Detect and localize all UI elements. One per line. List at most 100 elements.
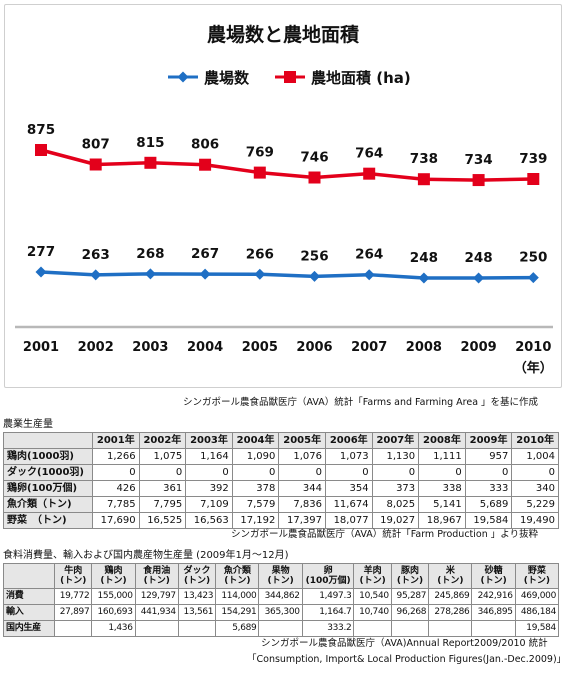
food-cell: 278,286 [428,604,473,621]
agri-cell: 11,674 [324,496,373,513]
agri-cell: 0 [371,464,420,481]
data-label-1-4: 769 [246,145,274,161]
agri-row-label: 魚介類（トン) [3,496,93,513]
data-point-0-4 [254,268,266,280]
food-cell: 245,869 [428,588,473,605]
data-label-0-0: 277 [27,244,55,260]
agri-row-label: ダック(1000羽) [3,464,93,481]
food-row: 消費 19,772 155,000 129,797 13,423 114,000 344,8… [3,588,560,605]
food-col-unit: (トン) [480,576,507,586]
agri-cell: 1,266 [92,448,140,465]
food-col-unit: (トン) [523,576,550,586]
agri-section-title: 農業生産量 [3,419,53,430]
food-col-unit: (トン) [267,576,294,586]
x-tick-label-6: 2007 [351,340,387,355]
chart-legend: 農場数 農地面積 (ha) [168,69,411,87]
data-point-1-8 [472,174,485,187]
agri-cell: 1,004 [511,448,559,465]
data-label-1-0: 875 [27,122,55,138]
data-point-0-1 [90,269,102,281]
food-col-name: ダック [183,566,211,576]
data-label-0-1: 263 [82,247,110,263]
agri-col-header: 2003年 [185,432,233,449]
agri-cell: 340 [511,480,559,497]
data-point-1-2 [144,156,157,169]
agri-col-header: 2007年 [371,432,420,449]
food-cell [353,620,392,637]
food-col-name: 果物 [271,566,290,576]
food-cell: 365,300 [258,604,303,621]
data-point-0-7 [418,272,430,284]
data-label-1-5: 746 [300,150,328,166]
food-cell: 13,423 [177,588,217,605]
agri-cell: 19,490 [511,512,559,529]
agri-col-header: 2009年 [464,432,513,449]
agri-row-label: 鶏肉(1000羽) [3,448,93,465]
food-col-header [3,563,55,589]
agri-col-header: 2001年 [92,432,140,449]
food-col-header: 米 (トン) [428,563,473,589]
food-col-unit: (トン) [224,576,251,586]
food-col-header: 果物 (トン) [258,563,303,589]
food-header-row: 牛肉 (トン) 鶏肉 (トン) 食用油 (トン) ダック (トン) 魚介類 (トン) 果物 (トン) 卵… [3,563,560,589]
food-col-header: 鶏肉 (トン) [91,563,136,589]
food-cell: 1,436 [91,620,136,637]
food-col-name: 豚肉 [401,566,420,576]
data-label-0-5: 256 [300,248,328,264]
agri-cell: 1,164 [185,448,233,465]
food-col-name: 米 [445,566,455,576]
agri-cell: 0 [418,464,466,481]
food-col-name: 卵 [323,566,333,576]
food-col-unit: (トン) [396,576,424,586]
agri-cell: 7,795 [138,496,187,513]
agri-cell: 16,525 [138,512,187,529]
food-cell: 5,689 [215,620,260,637]
food-cell: 27,897 [53,604,93,621]
data-label-1-8: 734 [465,152,493,168]
food-cell: 13,561 [177,604,217,621]
food-source-note-1: シンガポール農食品獣医庁（AVA)Annual Report2009/2010 … [261,638,548,649]
chart-title: 農場数と農地面積 [207,23,359,46]
data-label-0-6: 264 [355,247,383,263]
food-cell: 160,693 [91,604,136,621]
data-point-1-6 [363,167,376,180]
agri-col-header [3,432,93,449]
chart-source-note: シンガポール農食品獣医庁（AVA）統計「Farms and Farming Ar… [183,397,539,408]
food-col-header: 豚肉 (トン) [390,563,430,589]
agri-col-header: 2010年 [511,432,559,449]
food-cell: 95,287 [390,588,430,605]
data-label-1-6: 764 [355,146,383,162]
data-point-1-9 [527,173,540,185]
legend-marker-1 [284,71,296,83]
x-tick-label-4: 2005 [242,340,278,355]
agri-row-label: 鶏卵(100万個) [3,480,93,497]
data-point-0-0 [35,266,47,278]
agri-cell: 392 [185,480,233,497]
data-label-0-7: 248 [410,250,438,266]
agri-cell: 1,111 [418,448,466,465]
food-col-header: 羊肉 (トン) [353,563,392,589]
agri-cell: 0 [231,464,280,481]
food-cell: 1,164.7 [301,604,355,621]
food-col-header: 魚介類 (トン) [215,563,260,589]
food-col-unit: (トン) [437,576,464,586]
food-cell: 129,797 [134,588,179,605]
data-label-1-3: 806 [191,137,219,153]
data-point-0-8 [473,272,485,284]
x-tick-label-1: 2002 [78,340,114,355]
agri-cell: 361 [138,480,187,497]
agri-cell: 19,584 [464,512,513,529]
food-cell [134,620,179,637]
agri-cell: 16,563 [185,512,233,529]
food-cell [390,620,430,637]
agri-cell: 1,073 [324,448,373,465]
agri-cell: 0 [464,464,513,481]
food-cell: 346,895 [471,604,516,621]
food-cell: 344,862 [258,588,303,605]
food-col-name: 魚介類 [223,566,251,576]
food-consumption-table: 牛肉 (トン) 鶏肉 (トン) 食用油 (トン) ダック (トン) 魚介類 (トン) 果物 (トン) 卵… [3,563,560,637]
food-cell: 486,184 [514,604,560,621]
agri-cell: 378 [231,480,280,497]
agri-cell: 1,090 [231,448,280,465]
agri-header-row: 2001年 2002年 2003年 2004年 2005年 2006年 2007年 2008年… [3,432,559,449]
